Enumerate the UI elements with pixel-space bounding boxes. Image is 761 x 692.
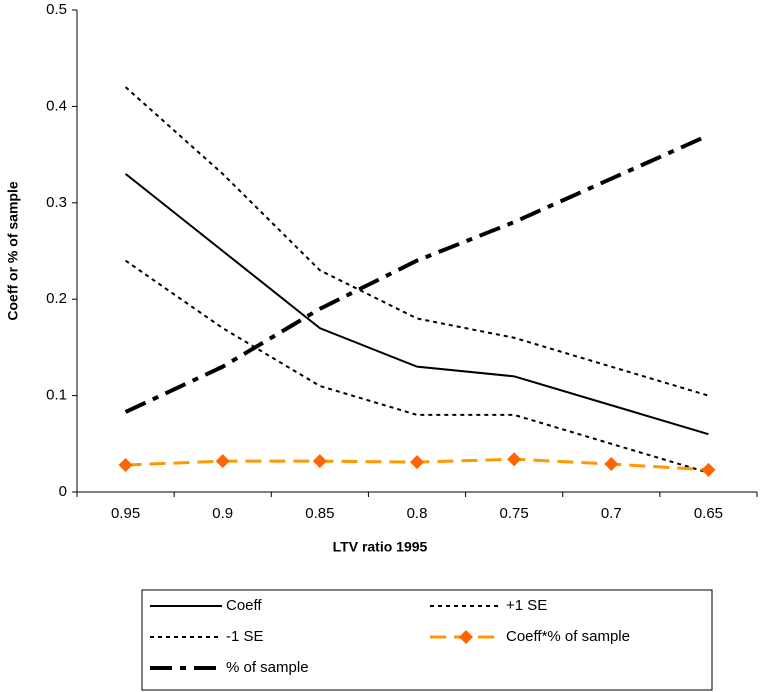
x-tick-label: 0.7 <box>601 505 622 522</box>
legend-label: % of sample <box>226 659 309 676</box>
legend-box <box>141 589 713 691</box>
x-tick-label: 0.95 <box>111 505 140 522</box>
series-line <box>124 86 709 397</box>
series-line <box>124 133 710 414</box>
y-tick-label: 0 <box>59 483 67 500</box>
marker <box>604 457 619 472</box>
y-tick-label: 0.3 <box>46 194 67 211</box>
y-tick-label: 0.4 <box>46 97 67 114</box>
legend-label: -1 SE <box>226 628 264 645</box>
y-tick-label: 0.5 <box>46 1 67 18</box>
y-tick-label: 0.1 <box>46 387 67 404</box>
marker <box>215 454 230 469</box>
y-axis-label: Coeff or % of sample <box>5 181 21 320</box>
legend-label: Coeff*% of sample <box>506 628 630 645</box>
x-axis-label: LTV ratio 1995 <box>333 539 428 555</box>
x-tick-label: 0.75 <box>500 505 529 522</box>
x-tick-label: 0.8 <box>407 505 428 522</box>
legend-label: +1 SE <box>506 597 547 614</box>
y-tick-label: 0.2 <box>46 290 67 307</box>
marker <box>118 458 133 473</box>
marker <box>410 455 424 470</box>
series-line <box>124 173 709 436</box>
x-tick-label: 0.9 <box>212 505 233 522</box>
legend-marker <box>459 630 473 644</box>
x-tick-label: 0.65 <box>694 505 723 522</box>
marker <box>507 452 522 467</box>
x-tick-label: 0.85 <box>305 505 334 522</box>
marker <box>312 454 327 469</box>
legend-label: Coeff <box>226 597 262 614</box>
marker <box>701 462 716 477</box>
series-line <box>125 259 709 474</box>
